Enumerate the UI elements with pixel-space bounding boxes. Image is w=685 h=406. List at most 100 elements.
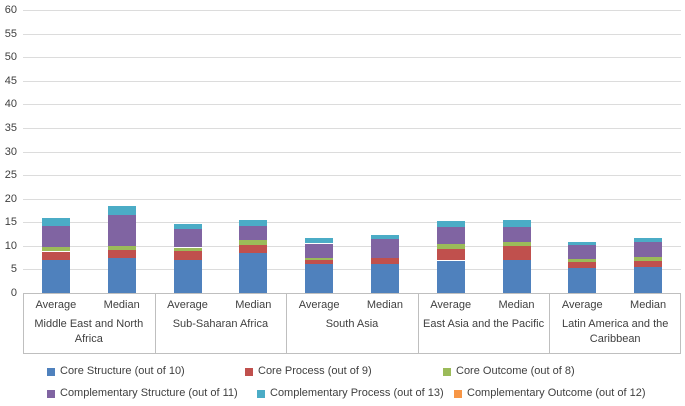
group-label: East Asia and the Pacific [423,318,545,330]
category-label-average: Average [561,299,603,311]
bar-segment-s2-g1-average [173,247,202,252]
bar-segment-s4-g4-median [634,237,663,242]
gridline-50 [23,57,681,58]
category-label-median: Median [366,299,403,311]
legend-item-5: Complementary Outcome (out of 12) [454,387,646,400]
bar-segment-s3-g0-average [41,225,70,248]
bar-segment-s1-g2-median [370,257,399,265]
y-axis-tick-label: 40 [4,98,17,110]
legend-swatch-icon [245,367,253,376]
legend-label: Core Structure (out of 10) [60,365,185,377]
category-group-separator [286,293,287,354]
bar-segment-s0-g2-average [305,264,334,293]
gridline-45 [23,81,681,82]
legend-item-3: Complementary Structure (out of 11) [47,387,238,400]
bar-segment-s1-g2-average [305,260,334,265]
category-label-average: Average [35,299,77,311]
bar-segment-s2-g4-average [568,258,597,263]
bar-segment-s4-g0-median [107,205,136,215]
gridline-30 [23,152,681,153]
bar-segment-s1-g0-median [107,249,136,258]
y-axis-tick-label: 15 [4,216,17,228]
bar-segment-s0-g0-median [107,257,136,293]
gridline-5 [23,269,681,270]
legend-label: Complementary Structure (out of 11) [60,387,238,399]
bar-segment-s4-g1-median [239,219,268,227]
bar-segment-s0-g4-average [568,268,597,293]
bar-segment-s4-g3-median [502,219,531,227]
y-axis-tick-label: 5 [10,263,17,275]
legend-item-2: Core Outcome (out of 8) [443,365,575,378]
category-axis-box [23,293,681,354]
bar-segment-s4-g4-average [568,241,597,245]
group-label: Latin America and the Caribbean [561,318,669,345]
bar-segment-s1-g4-median [634,260,663,267]
gridline-60 [23,10,681,11]
bar-segment-s3-g3-average [436,227,465,244]
category-label-median: Median [630,299,667,311]
legend-item-0: Core Structure (out of 10) [47,365,185,378]
gridline-15 [23,222,681,223]
legend-swatch-icon [47,389,55,398]
bar-segment-s3-g1-median [239,226,268,240]
bar-segment-s0-g3-average [436,260,465,293]
gridline-10 [23,246,681,247]
bar-segment-s1-g1-median [239,244,268,253]
y-axis-tick-label: 35 [4,122,17,134]
y-axis-tick-label: 10 [4,240,17,252]
bar-segment-s2-g3-average [436,243,465,249]
bar-segment-s0-g3-median [502,260,531,293]
bar-segment-s2-g2-average [305,257,334,260]
bar-segment-s3-g0-median [107,214,136,246]
bar-segment-s3-g4-average [568,244,597,259]
gridline-20 [23,199,681,200]
group-label: Middle East and North Africa [34,318,144,345]
bar-segment-s3-g1-average [173,229,202,248]
legend-swatch-icon [454,389,462,398]
bar-segment-s0-g1-average [173,259,202,293]
bar-segment-s3-g2-median [370,239,399,258]
bar-segment-s3-g4-median [634,241,663,257]
legend-swatch-icon [47,367,55,376]
bar-segment-s0-g2-median [370,264,399,293]
bar-segment-s2-g3-median [502,241,531,246]
category-label-median: Median [235,299,272,311]
category-group-separator [549,293,550,354]
legend-item-1: Core Process (out of 9) [245,365,372,378]
y-axis-tick-label: 50 [4,51,17,63]
bar-segment-s1-g3-average [436,248,465,261]
bar-segment-s1-g3-median [502,245,531,260]
gridline-55 [23,34,681,35]
bar-segment-s2-g0-median [107,245,136,250]
bar-segment-s4-g2-average [305,238,334,244]
legend-label: Complementary Outcome (out of 12) [467,387,646,399]
bar-segment-s4-g2-median [370,235,399,240]
gridline-35 [23,128,681,129]
bar-segment-s0-g4-median [634,266,663,293]
y-axis-tick-label: 25 [4,169,17,181]
bar-segment-s1-g0-average [41,251,70,260]
bar-segment-s2-g4-median [634,256,663,261]
y-axis-tick-label: 30 [4,146,17,158]
bar-segment-s4-g3-average [436,220,465,227]
y-axis-tick-label: 45 [4,75,17,87]
category-label-median: Median [103,299,140,311]
bar-segment-s3-g3-median [502,227,531,242]
legend-label: Core Process (out of 9) [258,365,372,377]
category-group-separator [418,293,419,354]
bar-segment-s0-g1-median [239,252,268,293]
category-label-average: Average [167,299,208,311]
bar-segment-s1-g4-average [568,262,597,268]
legend-label: Core Outcome (out of 8) [456,365,575,377]
y-axis-tick-label: 0 [10,287,17,299]
bar-segment-s2-g1-median [239,239,268,245]
legend-swatch-icon [257,389,265,398]
category-label-median: Median [498,299,535,311]
bar-segment-s3-g2-average [305,243,334,258]
category-label-average: Average [430,299,472,311]
gridline-25 [23,175,681,176]
category-label-average: Average [298,299,340,311]
bar-segment-s0-g0-average [41,260,70,293]
group-label: Sub-Saharan Africa [172,318,269,330]
